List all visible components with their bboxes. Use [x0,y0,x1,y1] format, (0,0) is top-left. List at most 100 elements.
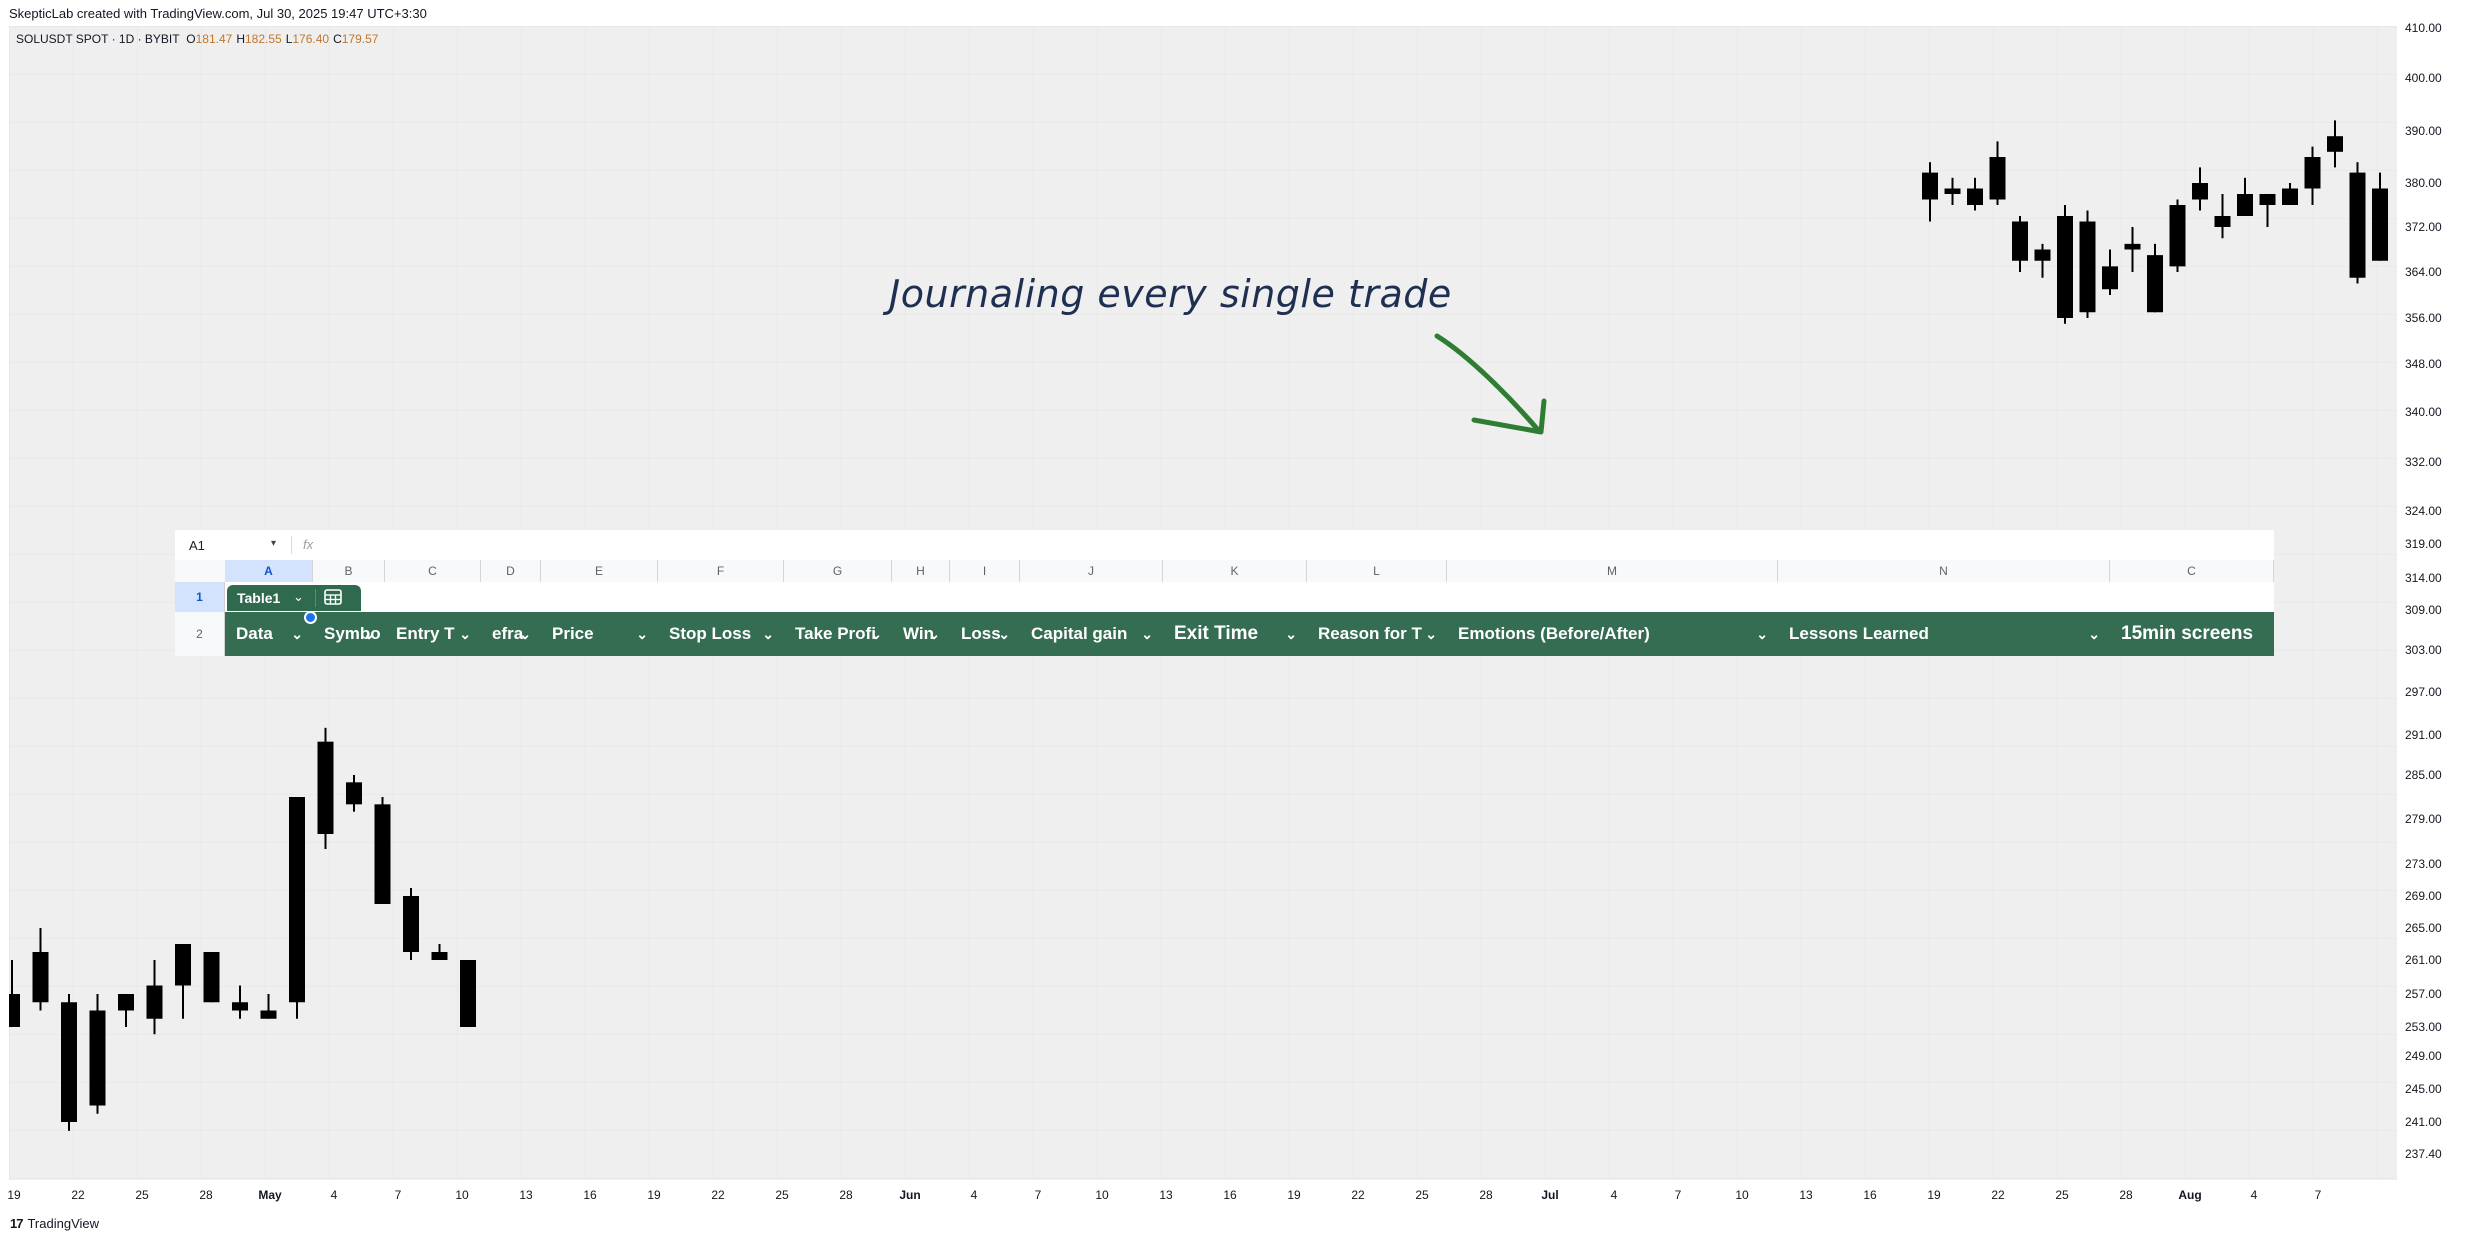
price-tick-label: 340.00 [2405,405,2442,419]
date-tick-label: 4 [1610,1188,1618,1202]
low-label: L [285,32,293,46]
table-grid-icon[interactable] [323,588,343,606]
filter-chevron-icon[interactable]: ⌄ [928,626,940,642]
header-cell[interactable]: Price ⌄ [541,612,658,656]
price-tick-label: 241.00 [2405,1115,2442,1129]
filter-chevron-icon[interactable]: ⌄ [519,626,531,642]
candle-body [2079,221,2096,313]
column-header-l[interactable]: L [1307,560,1447,582]
date-tick-label: 10 [1735,1188,1749,1202]
table-dropdown-icon[interactable]: ⌄ [293,589,304,604]
filter-chevron-icon[interactable]: ⌄ [1425,626,1437,642]
close-label: C [333,32,342,46]
column-header-f[interactable]: F [658,560,784,582]
header-cell-label: Stop Loss [669,624,752,643]
row-header-2[interactable]: 2 [175,612,225,656]
footer: 17 TradingView [0,1210,2475,1244]
date-tick-label: 13 [1799,1188,1813,1202]
price-tick-label: 319.00 [2405,537,2442,551]
row-header-1[interactable]: 1 [175,582,225,612]
column-header-m[interactable]: M [1447,560,1778,582]
name-box[interactable]: A1 [189,538,205,553]
column-header-k[interactable]: K [1163,560,1307,582]
header-cell-label: Take Profi [795,624,876,643]
candle-body [317,741,334,834]
column-header-b[interactable]: B [313,560,385,582]
candle-body [2214,216,2231,227]
price-tick-label: 265.00 [2405,921,2442,935]
filter-chevron-icon[interactable]: ⌄ [1285,626,1297,642]
column-header-g[interactable]: G [784,560,892,582]
header-cell[interactable]: Exit Time ⌄ [1163,612,1307,656]
filter-chevron-icon[interactable]: ⌄ [998,626,1010,642]
header-cell[interactable]: Symbo ⌄ [313,612,385,656]
header-cell-label: Symbo [324,624,381,643]
header-cell[interactable]: Entry T ⌄ [385,612,481,656]
filter-chevron-icon[interactable]: ⌄ [291,626,303,642]
column-header-c[interactable]: C [2110,560,2274,582]
column-header-h[interactable]: H [892,560,950,582]
date-tick-label: 4 [970,1188,978,1202]
header-cell[interactable]: efra ⌄ [481,612,541,656]
price-tick-label: 237.40 [2405,1147,2442,1161]
name-box-dropdown-icon[interactable]: ▾ [271,538,277,549]
header-cell[interactable]: Loss ⌄ [950,612,1020,656]
header-cell[interactable]: 15min screens [2110,612,2274,656]
filter-chevron-icon[interactable]: ⌄ [1141,626,1153,642]
tradingview-brand[interactable]: 17 TradingView [10,1216,99,1231]
filter-chevron-icon[interactable]: ⌄ [1756,626,1768,642]
price-tick-label: 297.00 [2405,685,2442,699]
header-cell[interactable]: Reason for T ⌄ [1307,612,1447,656]
date-tick-label: 16 [1223,1188,1237,1202]
price-tick-label: 309.00 [2405,603,2442,617]
low-value: 176.40 [292,32,330,46]
table-chip[interactable]: Table1 ⌄ [227,585,361,611]
filter-chevron-icon[interactable]: ⌄ [762,626,774,642]
header-cell[interactable]: Emotions (Before/After) ⌄ [1447,612,1778,656]
column-header-c[interactable]: C [385,560,481,582]
candle-body [374,804,391,904]
price-tick-label: 372.00 [2405,220,2442,234]
candle-body [2282,188,2298,205]
time-axis[interactable]: 19 22 25 28 May 4 7 10 13 16 19 22 25 28 Jun 4 7 10 13 16 19… [0,1180,2397,1210]
header-cell[interactable]: Lessons Learned ⌄ [1778,612,2110,656]
date-tick-label: 19 [647,1188,661,1202]
filter-chevron-icon[interactable]: ⌄ [636,626,648,642]
table-chip-divider [315,589,316,607]
header-cell[interactable]: Capital gain ⌄ [1020,612,1163,656]
candle-body [431,952,448,960]
candle-body [203,952,220,1003]
candle-body [2327,136,2343,152]
symbol-name: SOLUSDT SPOT · 1D · BYBIT [16,32,180,46]
filter-chevron-icon[interactable]: ⌄ [363,626,375,642]
column-header-n[interactable]: N [1778,560,2110,582]
annotation-arrow [1434,333,1547,435]
date-tick-label: 25 [1415,1188,1429,1202]
selection-handle[interactable] [304,611,317,624]
column-header-a[interactable]: A [225,560,313,582]
header-cell[interactable]: Win ⌄ [892,612,950,656]
column-header-j[interactable]: J [1020,560,1163,582]
header-cell-label: Reason for T [1318,624,1422,643]
column-header-d[interactable]: D [481,560,541,582]
price-axis[interactable]: 410.00 400.00 390.00 380.00 372.00 364.00 356.… [2397,21,2475,1180]
header-cell[interactable]: Take Profi ⌄ [784,612,892,656]
column-header-i[interactable]: I [950,560,1020,582]
header-cell-label: Win [903,624,935,643]
sheet-row-2: 2 Data ⌄ Symbo ⌄ Entry T ⌄ efra ⌄ Price ⌄ Stop Los… [175,612,2274,656]
formula-separator [291,536,292,554]
filter-chevron-icon[interactable]: ⌄ [870,626,882,642]
date-tick-label: 22 [1991,1188,2005,1202]
header-cell[interactable]: Data ⌄ [225,612,313,656]
filter-chevron-icon[interactable]: ⌄ [2088,626,2100,642]
header-cell-label: 15min screens [2121,623,2254,644]
filter-chevron-icon[interactable]: ⌄ [459,626,471,642]
header-cell[interactable]: Stop Loss ⌄ [658,612,784,656]
price-tick-label: 364.00 [2405,265,2442,279]
candle-body [9,994,20,1027]
price-tick-label: 356.00 [2405,311,2442,325]
candlestick-series [9,120,2388,1131]
column-header-e[interactable]: E [541,560,658,582]
